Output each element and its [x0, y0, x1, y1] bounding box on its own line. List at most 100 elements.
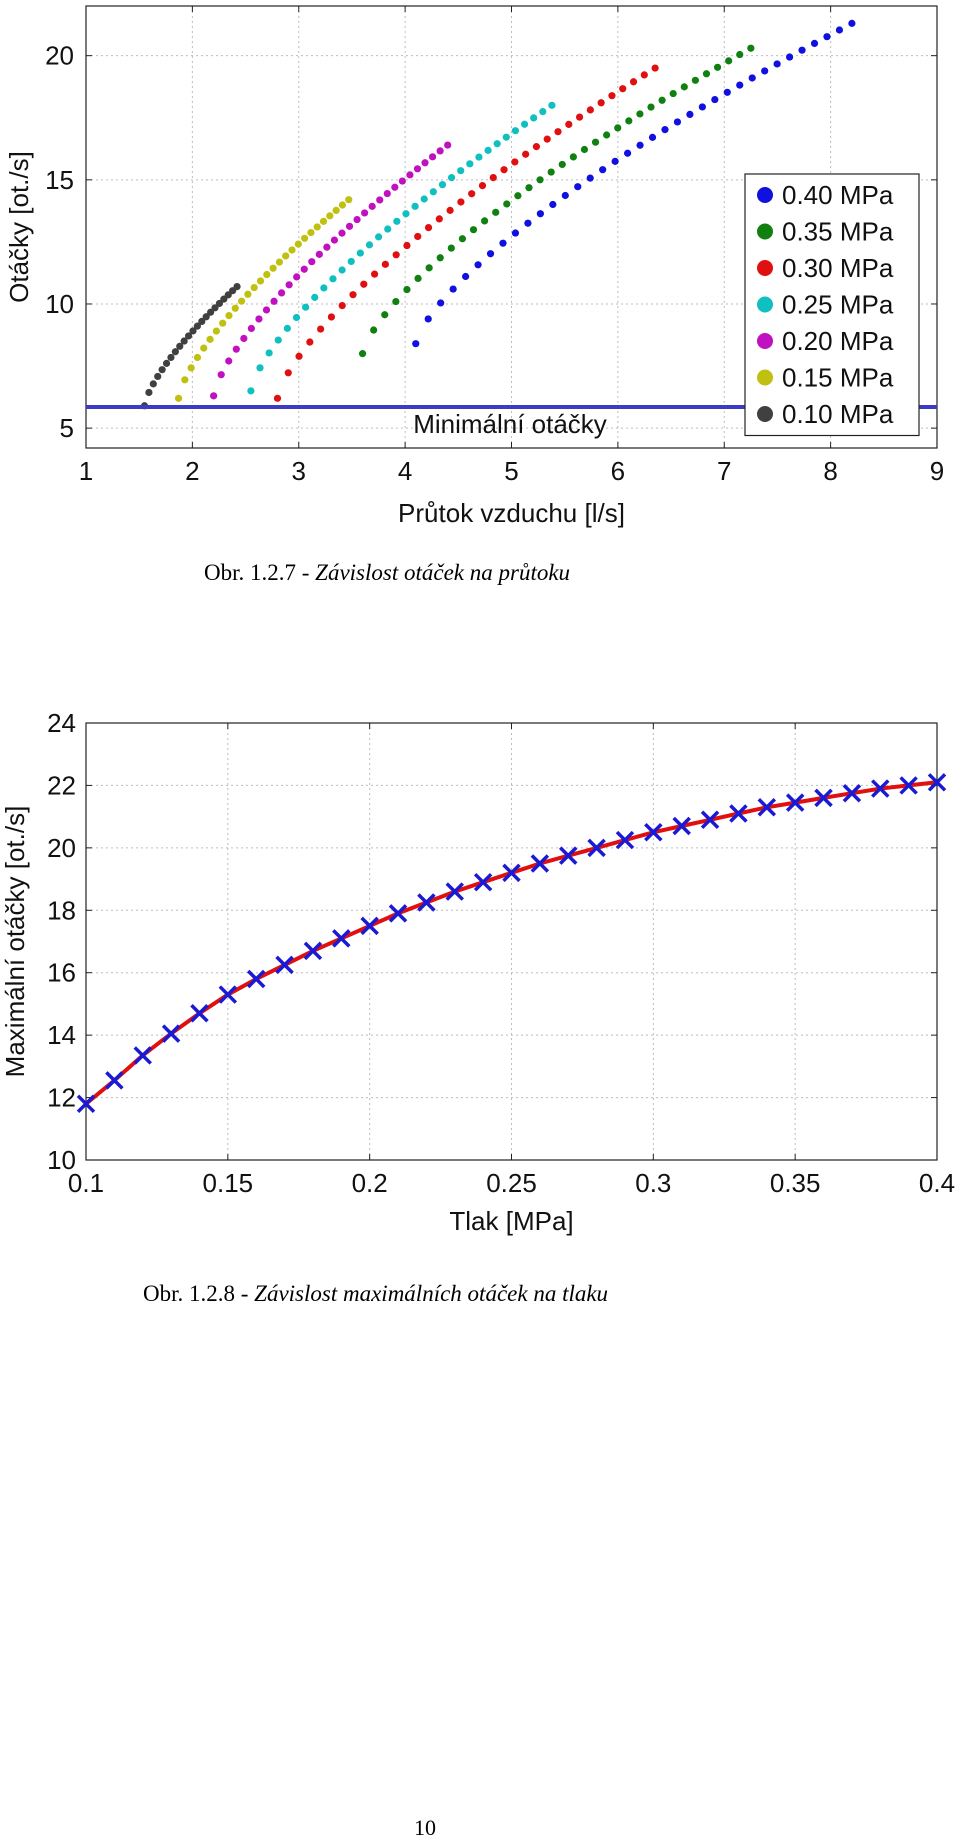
data-point — [330, 236, 339, 244]
data-point — [360, 280, 368, 288]
data-point — [625, 117, 633, 125]
data-point — [543, 135, 551, 143]
data-point — [361, 209, 369, 217]
data-point — [256, 277, 265, 285]
data-point — [349, 291, 357, 299]
data-point — [398, 177, 406, 185]
data-point — [761, 67, 769, 75]
data-point — [277, 289, 286, 297]
data-point — [629, 78, 638, 86]
x-tick-label: 6 — [611, 456, 625, 486]
data-point — [473, 872, 493, 892]
data-point — [411, 202, 419, 210]
data-point — [275, 258, 284, 266]
data-point — [374, 233, 383, 241]
data-point — [420, 195, 428, 203]
data-point — [686, 110, 694, 119]
data-point — [424, 223, 433, 232]
data-point — [338, 201, 347, 209]
data-point — [736, 81, 744, 89]
data-point — [250, 283, 258, 292]
caption-figure-2: Obr. 1.2.8 - Závislost maximálních otáče… — [0, 1281, 960, 1307]
data-point — [680, 83, 688, 91]
legend-label: 0.10 MPa — [782, 399, 894, 429]
data-point — [184, 332, 193, 340]
data-point — [700, 810, 720, 830]
data-point — [193, 322, 201, 330]
data-point — [524, 219, 532, 227]
legend-marker — [757, 296, 773, 313]
data-point — [672, 816, 691, 836]
data-point — [370, 326, 378, 334]
x-tick-label: 8 — [823, 456, 837, 486]
data-point — [520, 120, 529, 128]
data-point — [406, 171, 414, 179]
data-point — [446, 206, 454, 214]
data-point — [558, 846, 578, 865]
data-point — [303, 941, 323, 961]
data-point — [636, 141, 644, 149]
legend-label: 0.25 MPa — [782, 290, 894, 320]
data-point — [565, 120, 573, 128]
data-point — [611, 157, 619, 165]
data-point — [311, 293, 319, 301]
data-point — [614, 124, 622, 132]
legend-label: 0.15 MPa — [782, 363, 894, 393]
caption-number: Obr. 1.2.8 - — [143, 1281, 255, 1306]
data-point — [145, 388, 153, 397]
series-030 — [273, 64, 659, 402]
data-point — [713, 63, 722, 71]
x-axis-label: Tlak [MPa] — [449, 1206, 573, 1236]
data-point — [747, 44, 755, 52]
data-point — [301, 234, 309, 242]
x-tick-label: 0.2 — [352, 1168, 388, 1198]
data-point — [190, 1004, 209, 1023]
data-point — [644, 823, 663, 842]
data-point — [358, 350, 367, 358]
y-axis-label: Otáčky [ot./s] — [4, 151, 34, 303]
data-point — [302, 303, 310, 311]
data-point — [437, 299, 445, 307]
page-number: 10 — [414, 1815, 436, 1840]
data-point — [292, 313, 301, 322]
data-point — [569, 153, 577, 161]
data-point — [502, 863, 521, 883]
caption-number: Obr. 1.2.7 - — [204, 560, 316, 585]
data-point — [575, 113, 584, 121]
data-point — [603, 131, 611, 139]
data-point — [306, 338, 314, 346]
legend-label: 0.40 MPa — [782, 180, 894, 210]
data-point — [444, 141, 452, 149]
data-point — [414, 274, 422, 283]
data-point — [392, 297, 400, 306]
data-point — [547, 168, 555, 176]
data-point — [240, 334, 248, 343]
y-tick-label: 18 — [47, 895, 76, 925]
data-point — [725, 57, 733, 65]
data-point — [326, 212, 334, 220]
data-point — [381, 260, 389, 268]
x-tick-label: 2 — [185, 456, 199, 486]
data-point — [345, 196, 353, 204]
data-point — [468, 190, 476, 198]
data-point — [360, 916, 379, 936]
data-point — [313, 223, 321, 231]
data-point — [338, 301, 346, 310]
data-point — [503, 200, 511, 208]
data-point — [217, 371, 225, 379]
data-point — [599, 166, 607, 174]
x-tick-label: 0.25 — [486, 1168, 537, 1198]
data-point — [338, 266, 346, 274]
data-point — [757, 798, 777, 817]
series-025 — [247, 101, 556, 395]
data-point — [105, 1071, 124, 1090]
data-point — [648, 133, 657, 141]
x-tick-label: 0.1 — [68, 1168, 104, 1198]
data-point — [810, 39, 819, 47]
data-point — [162, 359, 171, 367]
legend-marker — [757, 187, 773, 203]
series-035 — [358, 44, 755, 358]
legend: 0.40 MPa 0.35 MPa 0.30 MPa 0.25 MPa 0.20 MPa… — [744, 173, 920, 437]
legend-marker — [757, 260, 773, 276]
data-point — [412, 340, 420, 348]
